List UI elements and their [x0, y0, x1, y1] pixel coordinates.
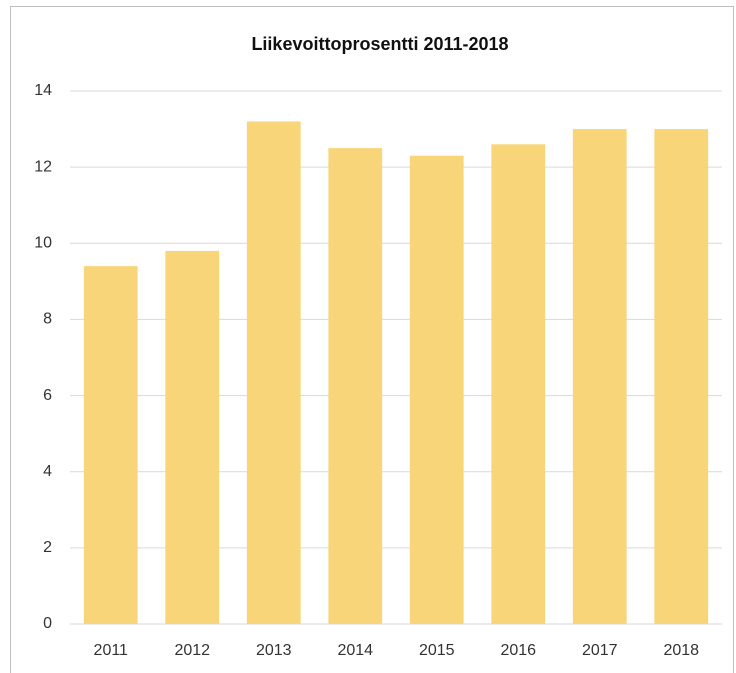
x-tick-label: 2014 — [337, 642, 373, 659]
bar — [572, 129, 627, 625]
bar — [491, 144, 546, 625]
bar — [165, 250, 220, 624]
bar — [246, 121, 301, 624]
bar — [328, 148, 383, 624]
y-tick-label: 12 — [34, 158, 52, 175]
x-tick-label: 2011 — [94, 642, 129, 659]
y-tick-label: 10 — [34, 235, 52, 252]
chart-title: Liikevoittoprosentti 2011-2018 — [251, 34, 508, 54]
x-tick-label: 2013 — [256, 642, 292, 659]
y-tick-label: 14 — [34, 82, 52, 99]
y-tick-label: 2 — [43, 539, 52, 556]
bar — [409, 155, 464, 624]
x-tick-label: 2016 — [500, 642, 536, 659]
y-tick-label: 6 — [43, 387, 52, 404]
x-tick-label: 2015 — [419, 642, 455, 659]
y-tick-label: 4 — [43, 463, 52, 480]
y-tick-label: 0 — [43, 615, 52, 632]
y-tick-label: 8 — [43, 311, 52, 328]
x-tick-label: 2017 — [582, 642, 618, 659]
x-tick-label: 2018 — [663, 642, 699, 659]
bar — [83, 266, 138, 624]
bar — [654, 129, 709, 625]
x-tick-label: 2012 — [174, 642, 210, 659]
